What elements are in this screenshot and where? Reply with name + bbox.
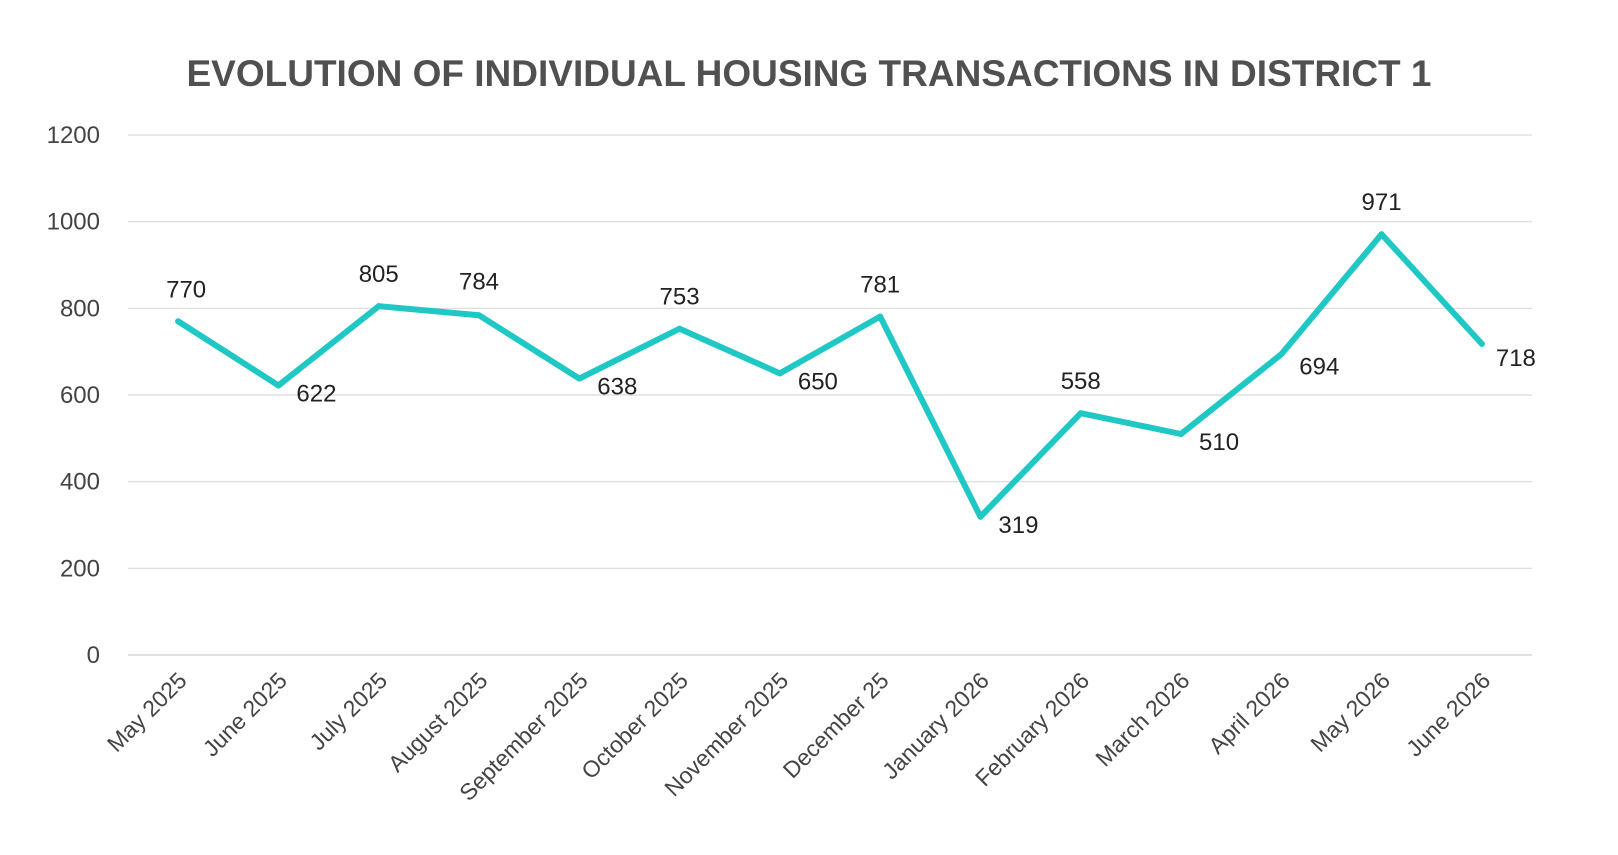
data-label: 510 xyxy=(1199,429,1239,456)
y-tick-label: 800 xyxy=(60,295,100,322)
data-label: 558 xyxy=(1061,368,1101,395)
data-point xyxy=(375,303,382,310)
data-point xyxy=(175,318,182,325)
data-label: 770 xyxy=(166,276,206,303)
gridlines xyxy=(128,134,1532,656)
x-tick-label: March 2026 xyxy=(1090,667,1194,771)
x-tick-label: May 2026 xyxy=(1305,667,1395,757)
y-tick-label: 600 xyxy=(60,382,100,409)
data-label: 694 xyxy=(1299,353,1339,380)
data-point xyxy=(877,313,884,320)
data-point xyxy=(1077,410,1084,417)
y-tick-label: 200 xyxy=(60,555,100,582)
y-tick-label: 1000 xyxy=(47,209,100,236)
data-point xyxy=(977,513,984,520)
data-label: 781 xyxy=(860,272,900,299)
data-label: 650 xyxy=(798,368,838,395)
x-tick-label: August 2025 xyxy=(383,667,493,777)
y-tick-label: 0 xyxy=(87,642,100,669)
x-tick-label: April 2026 xyxy=(1203,667,1295,759)
data-label: 971 xyxy=(1362,189,1402,216)
x-tick-label: May 2025 xyxy=(102,667,192,757)
data-point xyxy=(776,370,783,377)
data-point xyxy=(476,312,482,319)
series-layer xyxy=(175,231,1485,520)
x-tick-label: June 2026 xyxy=(1401,667,1495,761)
data-point xyxy=(275,382,282,389)
data-label: 718 xyxy=(1496,345,1536,372)
data-point xyxy=(1378,231,1385,238)
data-label: 784 xyxy=(459,268,499,295)
data-label: 622 xyxy=(296,380,336,407)
y-tick-label: 400 xyxy=(60,469,100,496)
chart-title: EVOLUTION OF INDIVIDUAL HOUSING TRANSACT… xyxy=(186,53,1431,94)
data-labels: 770 622 805 784 638 753 650 781 319 558 510 694 971 7… xyxy=(166,189,1536,539)
data-label: 805 xyxy=(359,261,399,288)
data-point xyxy=(576,375,583,382)
data-label: 638 xyxy=(597,374,637,401)
data-point xyxy=(1278,351,1285,358)
x-tick-label: July 2025 xyxy=(304,667,392,755)
data-point xyxy=(676,325,683,332)
data-label: 753 xyxy=(660,284,700,311)
y-axis-ticks: 0 200 400 600 800 1000 1200 xyxy=(47,122,100,669)
series-line xyxy=(175,231,1485,520)
data-point xyxy=(1178,431,1184,437)
data-label: 319 xyxy=(998,512,1038,539)
data-point xyxy=(1478,340,1485,347)
y-tick-label: 1200 xyxy=(47,122,100,149)
x-tick-label: June 2025 xyxy=(198,667,292,761)
